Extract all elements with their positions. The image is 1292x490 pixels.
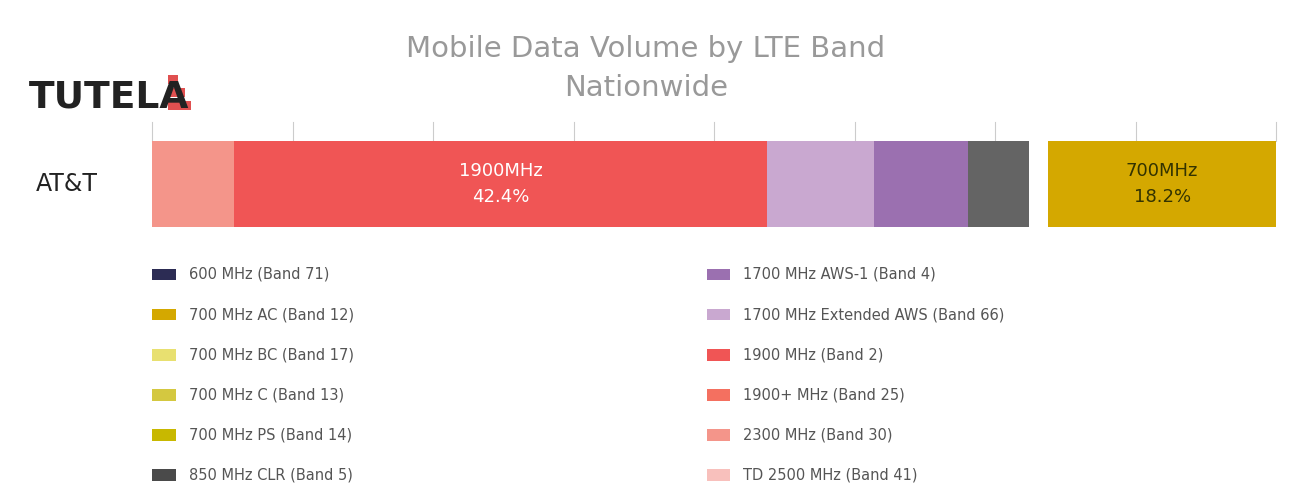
FancyBboxPatch shape	[969, 141, 1028, 226]
FancyBboxPatch shape	[152, 389, 176, 401]
FancyBboxPatch shape	[168, 75, 178, 84]
Text: AT&T: AT&T	[36, 172, 98, 196]
Text: 1700 MHz AWS-1 (Band 4): 1700 MHz AWS-1 (Band 4)	[743, 267, 935, 282]
FancyBboxPatch shape	[168, 101, 191, 110]
FancyBboxPatch shape	[707, 469, 730, 481]
FancyBboxPatch shape	[767, 141, 875, 226]
FancyBboxPatch shape	[875, 141, 969, 226]
FancyBboxPatch shape	[707, 269, 730, 280]
FancyBboxPatch shape	[707, 389, 730, 401]
Text: 2300 MHz (Band 30): 2300 MHz (Band 30)	[743, 428, 893, 442]
FancyBboxPatch shape	[152, 141, 234, 226]
Text: 1900 MHz (Band 2): 1900 MHz (Band 2)	[743, 347, 884, 362]
FancyBboxPatch shape	[707, 429, 730, 441]
Text: 1900+ MHz (Band 25): 1900+ MHz (Band 25)	[743, 388, 904, 402]
FancyBboxPatch shape	[707, 349, 730, 361]
FancyBboxPatch shape	[152, 469, 176, 481]
Text: Mobile Data Volume by LTE Band
Nationwide: Mobile Data Volume by LTE Band Nationwid…	[407, 35, 885, 102]
FancyBboxPatch shape	[152, 429, 176, 441]
Text: 700 MHz BC (Band 17): 700 MHz BC (Band 17)	[189, 347, 354, 362]
Text: 700 MHz AC (Band 12): 700 MHz AC (Band 12)	[189, 307, 354, 322]
FancyBboxPatch shape	[168, 88, 185, 97]
FancyBboxPatch shape	[234, 141, 767, 226]
Text: 600 MHz (Band 71): 600 MHz (Band 71)	[189, 267, 329, 282]
Text: 850 MHz CLR (Band 5): 850 MHz CLR (Band 5)	[189, 468, 353, 483]
FancyBboxPatch shape	[1048, 141, 1276, 226]
Text: 1900MHz
42.4%: 1900MHz 42.4%	[459, 162, 543, 206]
Text: TUTELA: TUTELA	[28, 80, 189, 116]
Text: 700 MHz C (Band 13): 700 MHz C (Band 13)	[189, 388, 344, 402]
FancyBboxPatch shape	[152, 269, 176, 280]
Text: 700 MHz PS (Band 14): 700 MHz PS (Band 14)	[189, 428, 351, 442]
FancyBboxPatch shape	[1028, 141, 1048, 226]
FancyBboxPatch shape	[707, 309, 730, 320]
Text: 1700 MHz Extended AWS (Band 66): 1700 MHz Extended AWS (Band 66)	[743, 307, 1004, 322]
FancyBboxPatch shape	[152, 349, 176, 361]
Text: 700MHz
18.2%: 700MHz 18.2%	[1125, 162, 1198, 206]
Text: TD 2500 MHz (Band 41): TD 2500 MHz (Band 41)	[743, 468, 917, 483]
FancyBboxPatch shape	[152, 309, 176, 320]
